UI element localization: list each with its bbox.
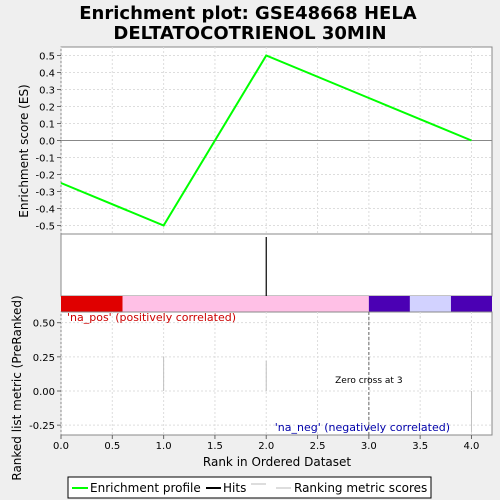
x-tick-label: 0.0 [53,441,69,452]
hits-panel [60,233,493,297]
legend-enrichment-profile-label: Enrichment profile [90,481,201,495]
metric-y-axis-label: Ranked list metric (PreRanked) [10,295,24,480]
x-tick-label: 1.5 [207,441,223,452]
x-tick-label: 1.0 [156,441,172,452]
hits-area [60,233,493,297]
color-bar-segment [368,296,410,312]
metric-y-tick-label: -0.25 [29,421,55,432]
x-tick-label: 2.5 [310,441,326,452]
color-bar-segment [409,296,451,312]
x-axis-label: Rank in Ordered Dataset [203,455,351,469]
negative-correlation-label: 'na_neg' (negatively correlated) [275,421,450,434]
es-y-tick-label: -0.4 [35,205,55,216]
chart-title-line-2: DELTATOCOTRIENOL 30MIN [113,23,386,44]
es-y-tick-label: -0.3 [35,188,55,199]
legend-hits-label: Hits [223,481,246,495]
metric-y-tick-label: 0.00 [33,387,55,398]
x-tick-label: 3.0 [361,441,377,452]
color-bar-segment [122,296,369,312]
x-tick-label: 2.0 [258,441,274,452]
x-tick-label: 4.0 [464,441,480,452]
es-y-tick-label: 0.4 [39,69,55,80]
es-y-tick-label: -0.5 [35,222,55,233]
metric-y-tick-label: 0.50 [33,319,55,330]
metric-plot-area [60,311,493,436]
color-bar-segment [450,296,492,312]
es-y-tick-label: 0.5 [39,52,55,63]
es-y-tick-label: 0.0 [39,137,55,148]
metric-panel: Zero cross at 3 'na_pos' (positively cor… [10,295,493,481]
es-y-axis-label: Enrichment score (ES) [17,84,31,217]
zero-cross-label: Zero cross at 3 [335,376,402,386]
es-y-tick-label: -0.2 [35,171,55,182]
legend-ranking-metric-label: Ranking metric scores [294,481,427,495]
legend: Enrichment profile Hits Ranking metric s… [67,476,432,499]
x-tick-label: 0.5 [104,441,120,452]
color-bar-segment [61,296,123,312]
es-y-tick-label: -0.1 [35,154,55,165]
legend-box [67,476,432,499]
es-y-tick-label: 0.1 [39,120,55,131]
es-y-tick-label: 0.2 [39,103,55,114]
es-panel: 0.5 0.4 0.3 0.2 0.1 0.0 -0.1 -0.2 -0.3 -0.4 -0.5 E… [17,46,493,235]
es-y-tick-label: 0.3 [39,86,55,97]
x-tick-label: 3.5 [412,441,428,452]
metric-y-tick-label: 0.25 [33,353,55,364]
enrichment-profile-line [60,54,472,227]
positive-correlation-label: 'na_pos' (positively correlated) [67,311,236,324]
chart-title-line-1: Enrichment plot: GSE48668 HELA [79,3,417,24]
ranking-color-bar [61,296,492,312]
